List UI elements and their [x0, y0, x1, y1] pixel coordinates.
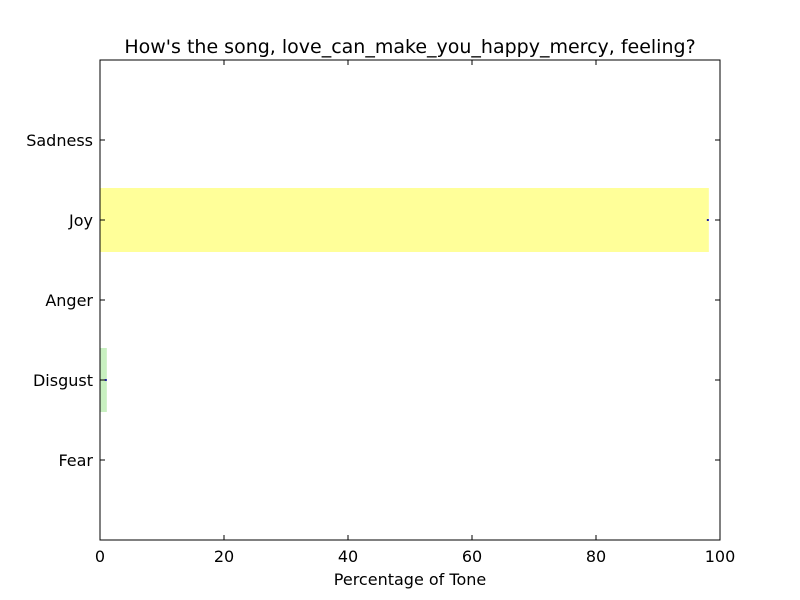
chart-title: How's the song, love_can_make_you_happy_… [124, 36, 695, 58]
ticks-layer: Fear Disgust Anger Joy Sadness 0 20 40 60 80 100 [26, 60, 735, 566]
y-tick-label-fear: Fear [58, 451, 93, 470]
y-tick-label-anger: Anger [45, 291, 93, 310]
bars-layer [100, 188, 709, 412]
x-axis-label: Percentage of Tone [334, 570, 486, 589]
bar-joy [100, 188, 709, 252]
x-tick-label-20: 20 [214, 547, 234, 566]
x-tick-label-80: 80 [586, 547, 606, 566]
y-tick-label-disgust: Disgust [33, 371, 93, 390]
x-tick-label-100: 100 [705, 547, 736, 566]
y-tick-label-sadness: Sadness [26, 131, 93, 150]
x-tick-label-60: 60 [462, 547, 482, 566]
y-tick-label-joy: Joy [68, 211, 93, 230]
x-tick-label-0: 0 [95, 547, 105, 566]
x-tick-label-40: 40 [338, 547, 358, 566]
